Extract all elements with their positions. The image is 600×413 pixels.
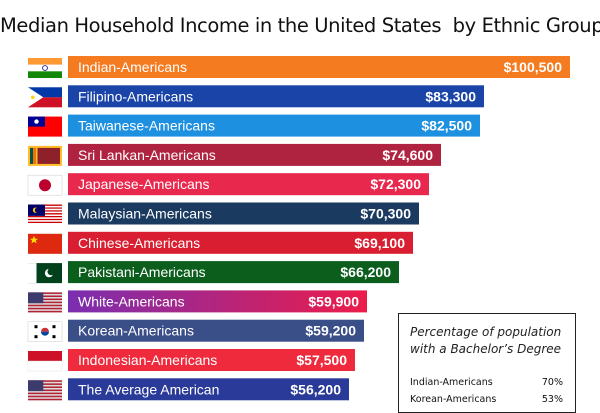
bar-value-label: $82,500 [421,118,472,134]
bar-value-label: $59,900 [308,293,359,309]
bar [68,143,441,166]
bar-category-label: Indian-Americans [78,59,187,75]
bar-category-label: Chinese-Americans [78,235,200,251]
usa-flag-icon [28,292,62,313]
bar-category-label: Pakistani-Americans [78,264,206,280]
bar-value-label: $66,200 [340,264,391,280]
taiwan-flag-icon [28,116,62,137]
bar-value-label: $70,300 [360,206,411,222]
bar-row: The Average American $56,200 [28,378,349,401]
bar-category-label: Malaysian-Americans [78,206,212,222]
bar-row: Sri Lankan-Americans $74,600 [28,143,441,166]
pakistan-flag-icon [28,263,62,284]
usa-flag-icon [28,380,62,401]
japan-flag-icon [27,174,63,196]
bar-value-label: $56,200 [290,381,341,397]
bar [68,378,349,401]
bar-category-label: Sri Lankan-Americans [78,147,216,163]
bar [68,85,484,108]
bar-value-label: $69,100 [354,235,405,251]
bachelor-degree-inset: Percentage of population with a Bachelor… [398,313,576,413]
indonesia-flag-icon [27,351,63,372]
bar [68,349,355,371]
bar-row: White-Americans $59,900 [28,290,367,313]
bar-row: Japanese-Americans $72,300 [27,173,429,196]
bar-row: Pakistani-Americans $66,200 [28,261,399,284]
bar [68,114,480,137]
bar-row: Korean-Americans $59,200 [27,319,364,342]
bar [68,202,419,225]
bar [68,56,570,78]
bar-category-label: Taiwanese-Americans [78,118,215,134]
bar-category-label: Indonesian-Americans [78,352,217,368]
philippines-flag-icon [28,87,62,108]
inset-row-label: Korean-Americans [410,394,497,405]
chart-title: Median Household Income in the United St… [0,14,600,37]
inset-row-label: Indian-Americans [410,377,493,388]
bar-value-label: $59,200 [305,323,356,339]
malaysia-flag-icon [28,204,62,225]
sri-lanka-flag-icon [28,145,62,166]
bar-category-label: Japanese-Americans [78,176,210,192]
bar-row: Chinese-Americans $69,100 [28,231,413,254]
bar-row: Filipino-Americans $83,300 [28,85,484,108]
bar-value-label: $57,500 [296,352,347,368]
inset-row-value: 70% [541,377,563,388]
bar-category-label: Korean-Americans [78,323,194,339]
bar [68,261,399,284]
bar-value-label: $83,300 [425,88,476,104]
bar [68,231,413,254]
bar-row: Indian-Americans $100,500 [28,56,570,78]
bar [68,290,367,313]
south-korea-flag-icon [27,321,63,342]
bar [68,319,364,342]
bar-value-label: $72,300 [370,176,421,192]
india-flag-icon [28,58,62,78]
bar-value-label: $74,600 [382,147,433,163]
bar [68,173,429,196]
bar-value-label: $100,500 [504,59,563,75]
bar-row: Taiwanese-Americans $82,500 [28,114,480,137]
inset-title: Percentage of population with a Bachelor… [410,325,562,356]
bar-category-label: White-Americans [78,293,185,309]
china-flag-icon [28,233,62,254]
bar-row: Malaysian-Americans $70,300 [28,202,419,225]
bar-category-label: The Average American [78,381,219,397]
bar-row: Indonesian-Americans $57,500 [27,349,355,372]
bar-category-label: Filipino-Americans [78,88,193,104]
inset-row-value: 53% [541,394,563,405]
